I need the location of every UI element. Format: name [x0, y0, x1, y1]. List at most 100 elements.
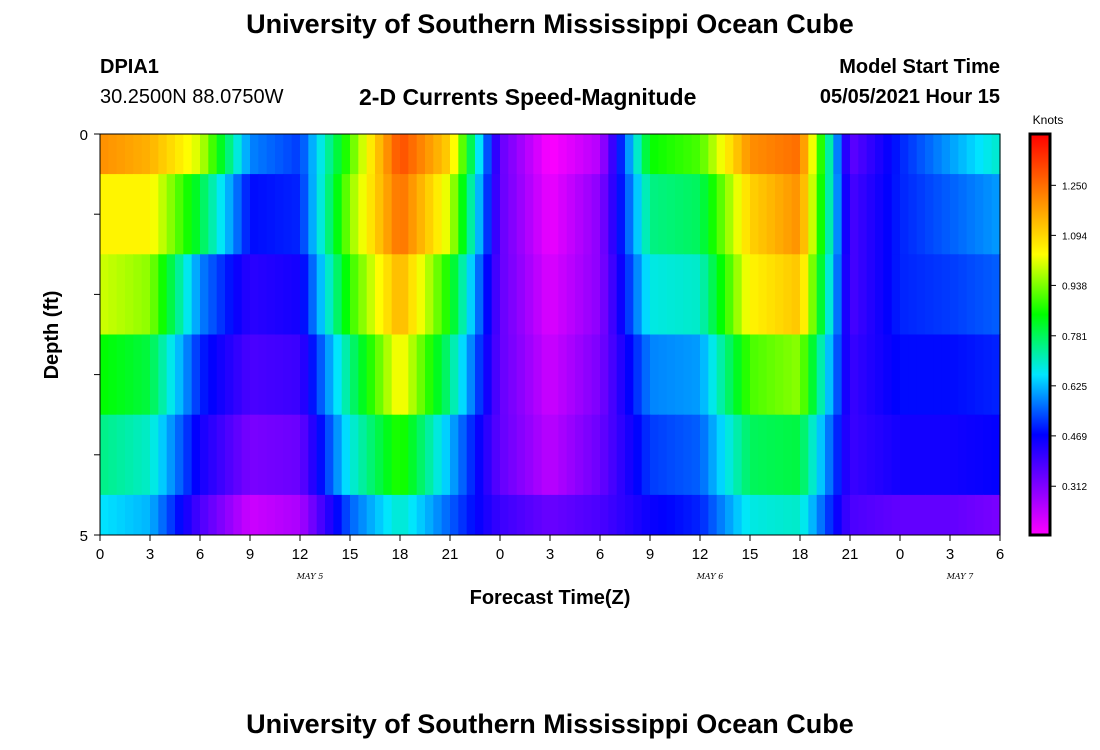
heatmap-cell — [825, 174, 834, 255]
heatmap-cell — [366, 174, 376, 255]
heatmap-cell — [241, 414, 251, 496]
heatmap-cell — [491, 414, 501, 496]
x-tick-label: 21 — [842, 546, 859, 563]
heatmap-cell — [908, 254, 918, 335]
heatmap-cell — [316, 174, 326, 255]
heatmap-cell — [483, 334, 493, 416]
heatmap-cell — [125, 494, 134, 536]
heatmap-cell — [916, 494, 926, 536]
heatmap-cell — [641, 414, 651, 496]
heatmap-cell — [933, 494, 943, 536]
heatmap-cell — [933, 334, 943, 416]
heatmap-cell — [583, 414, 593, 496]
heatmap-cell — [458, 134, 468, 175]
heatmap-cell — [433, 174, 443, 255]
heatmap-cell — [675, 134, 684, 175]
heatmap-cell — [366, 254, 376, 335]
heatmap-cell — [450, 174, 459, 255]
heatmap-cell — [575, 134, 584, 175]
heatmap-cell — [708, 494, 718, 536]
heatmap-cell — [925, 494, 934, 536]
y-axis-label: Depth (ft) — [41, 291, 63, 380]
heatmap-cell — [225, 494, 234, 536]
heatmap-cell — [233, 174, 243, 255]
heatmap-cell — [700, 494, 709, 536]
heatmap-cell — [733, 174, 743, 255]
heatmap-cell — [400, 174, 409, 255]
heatmap-cell — [466, 254, 476, 335]
heatmap-cell — [858, 134, 868, 175]
heatmap-cell — [808, 494, 818, 536]
heatmap-cell — [216, 134, 226, 175]
heatmap-cell — [108, 414, 118, 496]
heatmap-cell — [983, 414, 993, 496]
heatmap-cell — [850, 414, 859, 496]
heatmap-cell — [441, 334, 451, 416]
heatmap-cell — [433, 414, 443, 496]
heatmap-cell — [508, 174, 518, 255]
heatmap-cell — [933, 414, 943, 496]
heatmap-cell — [150, 254, 159, 335]
heatmap-cell — [883, 134, 893, 175]
heatmap-cell — [616, 414, 626, 496]
heatmap-cell — [441, 134, 451, 175]
heatmap-cell — [666, 174, 676, 255]
heatmap-cell — [625, 174, 634, 255]
heatmap-cell — [291, 494, 301, 536]
heatmap-cell — [775, 414, 784, 496]
heatmap-cell — [325, 334, 334, 416]
heatmap-cell — [266, 334, 276, 416]
heatmap-cell — [133, 334, 143, 416]
heatmap-cell — [841, 494, 851, 536]
colorbar-tick-label: 0.938 — [1062, 281, 1087, 292]
heatmap-cell — [483, 134, 493, 175]
heatmap-cell — [558, 494, 568, 536]
heatmap-cell — [800, 134, 809, 175]
heatmap-cell — [183, 134, 193, 175]
heatmap-cell — [625, 494, 634, 536]
heatmap-cell — [500, 174, 509, 255]
heatmap-cell — [616, 494, 626, 536]
heatmap-cell — [700, 414, 709, 496]
heatmap-cell — [258, 134, 268, 175]
x-axis-label: Forecast Time(Z) — [470, 587, 631, 609]
heatmap-cell — [550, 254, 559, 335]
heatmap-cell — [575, 494, 584, 536]
heatmap-cell — [116, 134, 126, 175]
heatmap-cell — [116, 414, 126, 496]
heatmap-cell — [416, 134, 426, 175]
heatmap-cell — [633, 494, 643, 536]
heatmap-cell — [475, 414, 484, 496]
heatmap-cell — [850, 254, 859, 335]
heatmap-cell — [650, 174, 659, 255]
heatmap-cell — [600, 134, 609, 175]
heatmap-cell — [266, 254, 276, 335]
heatmap-cell — [525, 414, 534, 496]
heatmap-cell — [858, 254, 868, 335]
heatmap-cell — [275, 494, 284, 536]
heatmap-cell — [425, 174, 434, 255]
heatmap-cell — [516, 494, 526, 536]
heatmap-cell — [175, 134, 184, 175]
heatmap-cell — [491, 494, 501, 536]
heatmap-cell — [383, 254, 393, 335]
heatmap-cell — [833, 494, 843, 536]
heatmap-cell — [591, 414, 601, 496]
heatmap-cell — [816, 414, 826, 496]
heatmap-cell — [591, 494, 601, 536]
heatmap-cell — [575, 254, 584, 335]
heatmap-cell — [266, 414, 276, 496]
x-tick-label: 0 — [496, 546, 504, 563]
colorbar-gradient — [1028, 132, 1052, 537]
heatmap-cell — [383, 494, 393, 536]
heatmap-cell — [775, 334, 784, 416]
heatmap-cell — [883, 334, 893, 416]
heatmap-cell — [100, 414, 109, 496]
heatmap-cell — [408, 254, 418, 335]
heatmap-cell — [608, 174, 618, 255]
heatmap-cell — [408, 414, 418, 496]
heatmap-cell — [808, 414, 818, 496]
heatmap-cell — [533, 494, 543, 536]
date-label: MAY 5 — [296, 572, 324, 581]
heatmap-cell — [550, 134, 559, 175]
